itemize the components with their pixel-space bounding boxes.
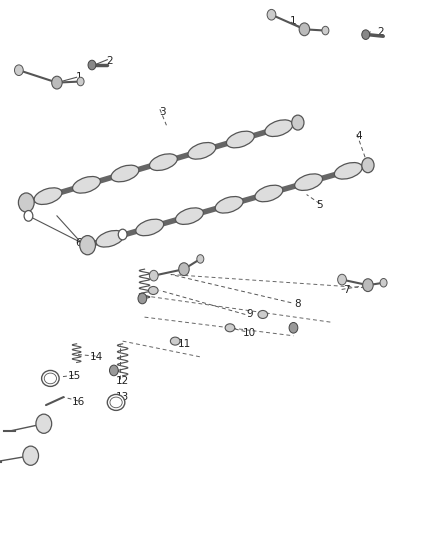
Text: 1: 1 [290, 17, 297, 26]
Text: 14: 14 [90, 352, 103, 362]
Circle shape [197, 255, 204, 263]
Text: 7: 7 [343, 286, 350, 295]
Circle shape [149, 270, 158, 281]
Circle shape [24, 211, 33, 221]
Circle shape [14, 65, 23, 76]
Circle shape [362, 158, 374, 173]
Text: 6: 6 [75, 238, 82, 247]
Ellipse shape [258, 310, 268, 318]
Text: 8: 8 [294, 299, 301, 309]
Text: 16: 16 [72, 398, 85, 407]
Text: 1: 1 [75, 72, 82, 82]
Circle shape [289, 322, 298, 333]
Text: 13: 13 [116, 392, 129, 402]
Ellipse shape [107, 394, 125, 410]
Text: 5: 5 [316, 200, 323, 210]
Circle shape [18, 193, 34, 212]
Ellipse shape [265, 120, 293, 136]
Circle shape [110, 365, 118, 376]
Ellipse shape [42, 370, 59, 386]
Ellipse shape [188, 142, 216, 159]
Circle shape [322, 26, 329, 35]
Ellipse shape [34, 188, 62, 205]
Ellipse shape [73, 176, 100, 193]
Ellipse shape [225, 324, 235, 332]
Text: 11: 11 [177, 339, 191, 349]
Circle shape [138, 293, 147, 304]
Ellipse shape [170, 337, 180, 345]
Ellipse shape [148, 286, 158, 294]
Circle shape [338, 274, 346, 285]
Text: 10: 10 [243, 328, 256, 338]
Ellipse shape [255, 185, 283, 202]
Circle shape [36, 414, 52, 433]
Circle shape [77, 77, 84, 86]
Ellipse shape [149, 154, 177, 171]
Ellipse shape [44, 373, 57, 384]
Ellipse shape [96, 230, 124, 247]
Text: 2: 2 [106, 56, 113, 66]
Text: 4: 4 [356, 131, 363, 141]
Text: 15: 15 [68, 371, 81, 381]
Circle shape [88, 60, 96, 70]
Circle shape [118, 229, 127, 240]
Ellipse shape [334, 163, 362, 179]
Ellipse shape [111, 165, 139, 182]
Text: 2: 2 [378, 27, 385, 37]
Circle shape [362, 30, 370, 39]
Text: 9: 9 [246, 310, 253, 319]
Circle shape [267, 10, 276, 20]
Ellipse shape [176, 208, 203, 224]
Circle shape [52, 76, 62, 89]
Ellipse shape [110, 397, 122, 408]
Ellipse shape [215, 197, 243, 213]
Circle shape [179, 263, 189, 276]
Circle shape [80, 236, 95, 255]
Ellipse shape [136, 219, 164, 236]
Ellipse shape [226, 131, 254, 148]
Ellipse shape [295, 174, 322, 190]
Circle shape [23, 446, 39, 465]
Circle shape [380, 278, 387, 287]
Text: 12: 12 [116, 376, 129, 386]
Circle shape [363, 279, 373, 292]
Circle shape [299, 23, 310, 36]
Circle shape [292, 115, 304, 130]
Text: 3: 3 [159, 107, 166, 117]
